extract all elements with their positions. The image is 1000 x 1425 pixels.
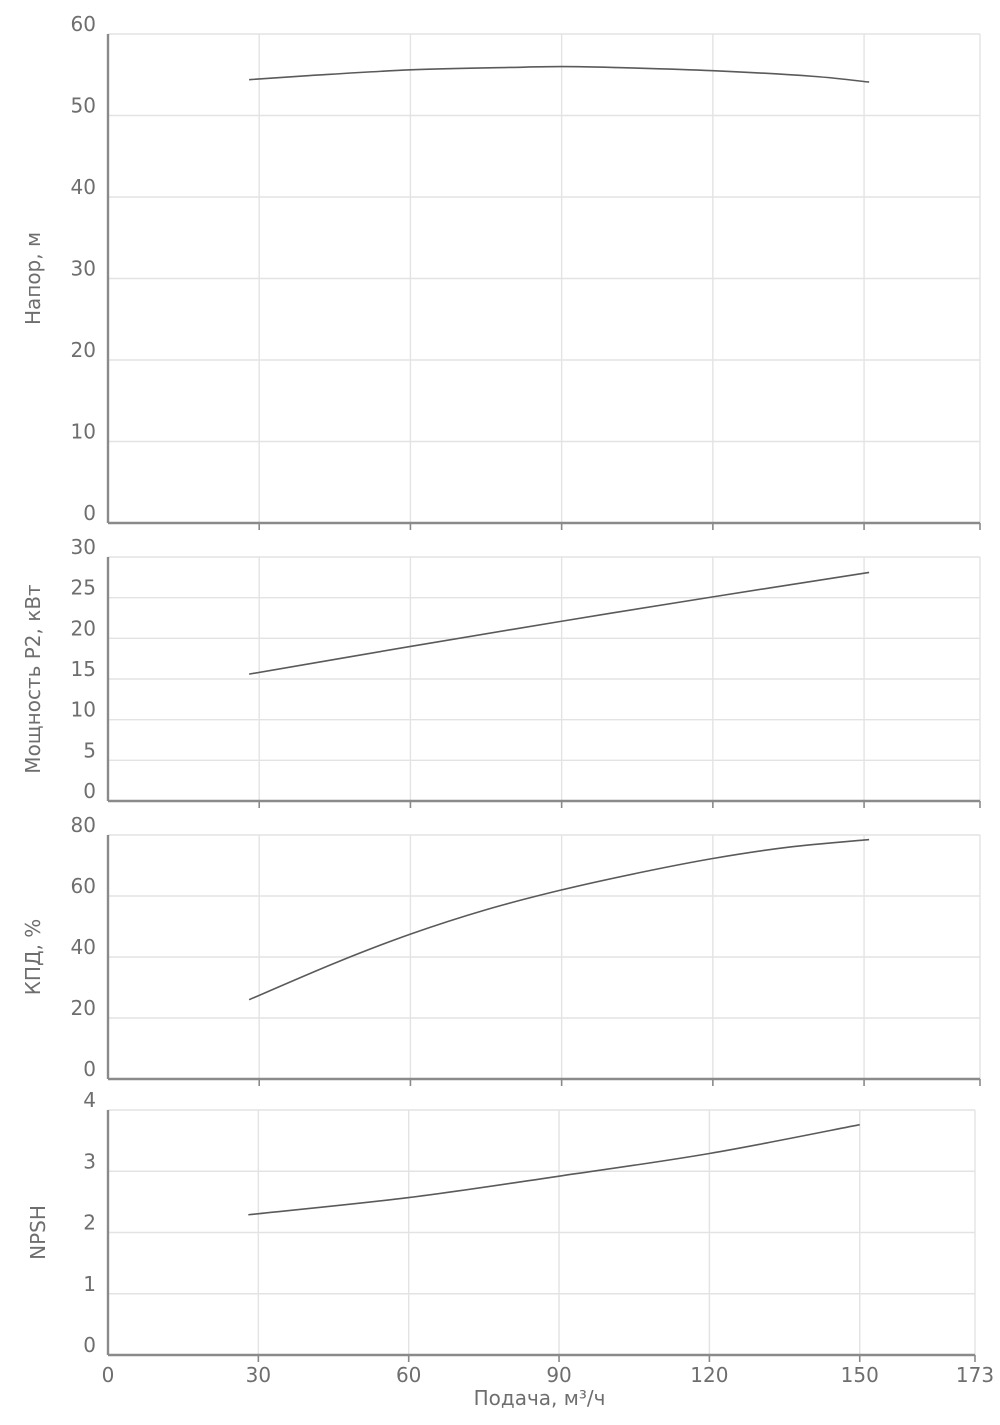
y-tick-label: 20 xyxy=(71,616,96,640)
y-tick-label: 25 xyxy=(71,576,96,600)
y-tick-label: 40 xyxy=(71,175,96,199)
y-tick-label: 60 xyxy=(71,12,96,36)
series-line-3 xyxy=(248,838,870,1001)
y-tick-label: 5 xyxy=(83,738,96,762)
y-axis-label: КПД, % xyxy=(21,919,45,996)
y-tick-label: 80 xyxy=(71,813,96,837)
y-axis-label: Мощность Р2, кВт xyxy=(21,584,45,774)
y-tick-label: 60 xyxy=(71,874,96,898)
y-tick-label: 40 xyxy=(71,935,96,959)
chart-panel-4: 0 1 2 3 4 NPSH 0 30 60 90 120 150 173 Подача, м³/ч xyxy=(26,1088,994,1410)
x-tick-label: 173 xyxy=(956,1363,994,1387)
y-tick-label: 3 xyxy=(83,1149,96,1173)
y-tick-label: 1 xyxy=(83,1272,96,1296)
y-axis-label: Напор, м xyxy=(21,232,45,325)
series-line-2 xyxy=(248,571,870,675)
chart-panel-1: 0 10 20 30 40 50 60 Напор, м xyxy=(21,12,981,530)
x-tick-label: 30 xyxy=(246,1363,271,1387)
y-tick-label: 4 xyxy=(83,1088,96,1112)
y-tick-label: 15 xyxy=(71,657,96,681)
y-tick-label: 50 xyxy=(71,94,96,118)
x-tick-label: 120 xyxy=(690,1363,728,1387)
y-tick-label: 0 xyxy=(83,779,96,803)
series-line-1 xyxy=(249,65,870,83)
y-tick-label: 30 xyxy=(71,257,96,281)
y-tick-label: 20 xyxy=(71,338,96,362)
x-tick-label: 0 xyxy=(102,1363,115,1387)
y-tick-label: 10 xyxy=(71,420,96,444)
series-line-4 xyxy=(248,1123,860,1216)
y-tick-label: 2 xyxy=(83,1211,96,1235)
chart-panel-2: 0 5 10 15 20 25 30 Мощность Р2, кВт xyxy=(21,535,981,808)
x-tick-label: 150 xyxy=(841,1363,879,1387)
y-tick-label: 0 xyxy=(83,1333,96,1357)
x-tick-label: 90 xyxy=(546,1363,571,1387)
x-tick-label: 60 xyxy=(396,1363,421,1387)
y-tick-label: 10 xyxy=(71,698,96,722)
y-tick-label: 0 xyxy=(83,1057,96,1081)
x-axis-label: Подача, м³/ч xyxy=(474,1386,606,1410)
y-tick-label: 20 xyxy=(71,996,96,1020)
chart-panel-3: 0 20 40 60 80 КПД, % xyxy=(21,813,981,1086)
y-axis-label: NPSH xyxy=(26,1205,50,1260)
y-tick-label: 0 xyxy=(83,501,96,525)
y-tick-label: 30 xyxy=(71,535,96,559)
